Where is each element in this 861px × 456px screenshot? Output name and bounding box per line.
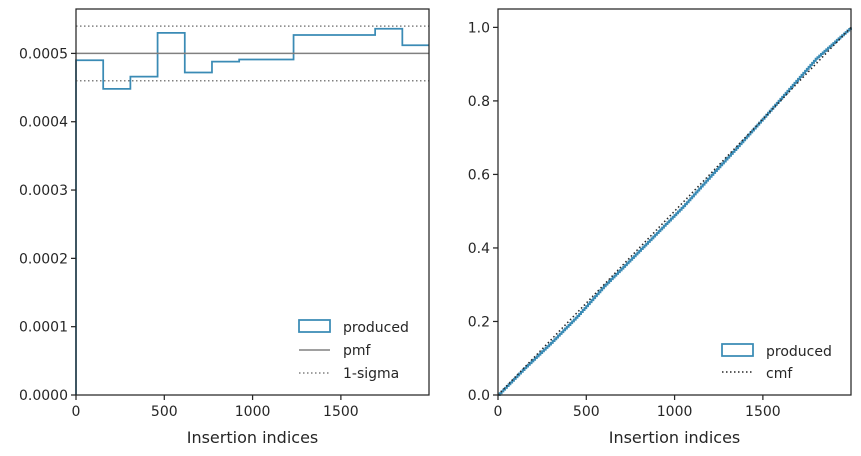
cmf-x-axis-label: Insertion indices: [609, 428, 741, 447]
legend-swatch-produced: [298, 319, 331, 333]
cmf-y-tick-label: 0.0: [468, 388, 490, 404]
cmf-legend: produced cmf: [721, 343, 832, 382]
legend-label-cmf: cmf: [766, 366, 793, 382]
legend-label-pmf: pmf: [343, 343, 372, 359]
cmf-y-tick-label: 0.8: [468, 94, 490, 110]
series-produced-cumulative: [498, 27, 852, 396]
pmf-y-tick-label: 0.0003: [19, 183, 68, 199]
pmf-legend: produced pmf 1-sigma: [298, 319, 409, 382]
pmf-axes-frame: [75, 8, 430, 396]
pmf-x-tick-label: 0: [72, 404, 81, 420]
legend-label-1-sigma: 1-sigma: [343, 366, 399, 382]
cmf-x-tick-label: 500: [573, 404, 600, 420]
legend-swatch-produced-cmf: [721, 343, 754, 357]
pmf-panel: 0 500 1000 1500 0.0000 0.0001 0.0002 0.0003 0.0…: [19, 8, 430, 447]
pmf-x-axis-label: Insertion indices: [187, 428, 319, 447]
pmf-y-tick-label: 0.0001: [19, 320, 68, 336]
cmf-y-tick-label: 0.6: [468, 167, 490, 183]
legend-label-produced: produced: [343, 320, 409, 336]
pmf-y-tick-label: 0.0005: [19, 46, 68, 62]
cmf-y-tick-label: 1.0: [468, 20, 490, 36]
pmf-y-tick-label: 0.0004: [19, 115, 68, 131]
cmf-y-tick-label: 0.2: [468, 314, 490, 330]
series-produced-step: [75, 27, 429, 395]
pmf-y-tick-label: 0.0000: [19, 388, 68, 404]
cmf-panel: 0 500 1000 1500 0.0 0.2 0.4 0.6 0.8 1.0 Insertio…: [468, 8, 852, 447]
legend-label-produced-cmf: produced: [766, 344, 832, 360]
pmf-x-tick-label: 500: [151, 404, 178, 420]
cmf-x-tick-label: 0: [494, 404, 503, 420]
pmf-y-tick-label: 0.0002: [19, 251, 68, 267]
cmf-axes-frame: [497, 8, 852, 396]
cmf-x-tick-label: 1000: [657, 404, 693, 420]
pmf-x-tick-label: 1500: [323, 404, 359, 420]
cmf-x-tick-label: 1500: [745, 404, 781, 420]
series-cmf-line: [497, 26, 852, 396]
pmf-x-tick-label: 1000: [235, 404, 271, 420]
cmf-y-tick-label: 0.4: [468, 241, 490, 257]
